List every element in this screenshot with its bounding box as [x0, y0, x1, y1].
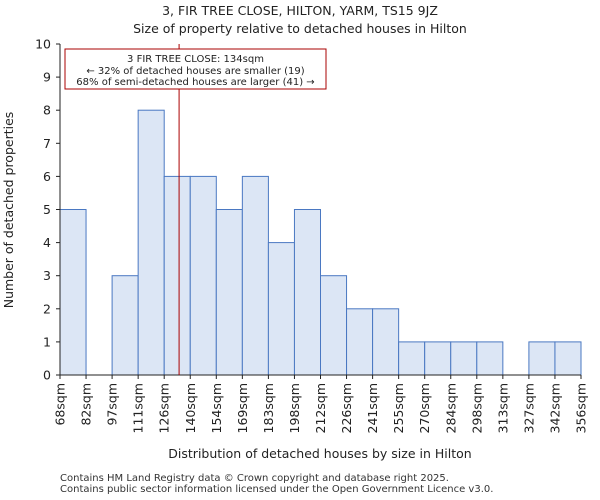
- x-tick-label: 97sqm: [105, 383, 120, 426]
- bar-111sqm: [137, 109, 165, 376]
- chart-title: 3, FIR TREE CLOSE, HILTON, YARM, TS15 9J…: [162, 3, 438, 18]
- x-tick-label: 241sqm: [365, 383, 380, 433]
- y-tick-label: 4: [43, 235, 51, 250]
- x-tick-label: 154sqm: [209, 383, 224, 433]
- bar-68sqm: [59, 209, 87, 376]
- x-tick-label: 327sqm: [521, 383, 536, 433]
- y-tick-label: 0: [43, 368, 51, 383]
- bar-327sqm: [528, 341, 556, 376]
- bar-169sqm: [241, 175, 269, 376]
- footer-line-2: Contains public sector information licen…: [60, 484, 494, 495]
- x-tick-label: 68sqm: [53, 383, 68, 426]
- x-tick-label: 183sqm: [261, 383, 276, 433]
- bar-284sqm: [450, 341, 478, 376]
- bar-183sqm: [267, 242, 295, 376]
- x-tick-label: 140sqm: [183, 383, 198, 433]
- y-tick-label: 9: [43, 70, 51, 85]
- x-tick-label: 169sqm: [235, 383, 250, 433]
- y-tick-label: 8: [43, 103, 51, 118]
- bar-241sqm: [372, 308, 400, 376]
- bar-97sqm: [111, 275, 139, 376]
- y-tick-label: 6: [43, 169, 51, 184]
- annotation-line-2: ← 32% of detached houses are smaller (19…: [86, 66, 304, 77]
- bar-198sqm: [293, 209, 322, 376]
- bar-226sqm: [346, 308, 374, 376]
- chart-subtitle: Size of property relative to detached ho…: [133, 21, 467, 36]
- x-axis-label: Distribution of detached houses by size …: [168, 446, 471, 461]
- x-tick-label: 270sqm: [417, 383, 432, 433]
- y-tick-label: 1: [43, 334, 51, 349]
- x-tick-label: 82sqm: [79, 383, 94, 426]
- x-tick-label: 284sqm: [443, 383, 458, 433]
- bar-212sqm: [320, 275, 348, 376]
- y-axis-label: Number of detached properties: [1, 112, 16, 309]
- x-tick-label: 226sqm: [339, 383, 354, 433]
- x-tick-label: 356sqm: [574, 383, 589, 433]
- y-tick-label: 2: [43, 301, 51, 316]
- bar-126sqm: [163, 175, 191, 376]
- bar-140sqm: [189, 175, 217, 376]
- bar-342sqm: [554, 341, 582, 376]
- x-tick-label: 111sqm: [131, 383, 146, 433]
- bar-298sqm: [476, 341, 504, 376]
- y-tick-label: 5: [43, 202, 51, 217]
- annotation-box: 3 FIR TREE CLOSE: 134sqm ← 32% of detach…: [64, 48, 327, 90]
- x-tick-label: 126sqm: [157, 383, 172, 433]
- x-tick-label: 255sqm: [391, 383, 406, 433]
- y-tick-label: 10: [35, 37, 51, 52]
- x-tick-label: 313sqm: [495, 383, 510, 433]
- bar-154sqm: [215, 209, 243, 376]
- x-tick-label: 342sqm: [547, 383, 562, 433]
- bar-270sqm: [424, 341, 452, 376]
- bar-255sqm: [398, 341, 426, 376]
- y-tick-label: 7: [43, 136, 51, 151]
- x-tick-label: 198sqm: [287, 383, 302, 433]
- footer-line-1: Contains HM Land Registry data © Crown c…: [60, 473, 449, 484]
- x-tick-label: 212sqm: [313, 383, 328, 433]
- x-tick-label: 298sqm: [469, 383, 484, 433]
- y-tick-label: 3: [43, 268, 51, 283]
- annotation-line-3: 68% of semi-detached houses are larger (…: [76, 77, 314, 88]
- annotation-line-1: 3 FIR TREE CLOSE: 134sqm: [127, 54, 264, 65]
